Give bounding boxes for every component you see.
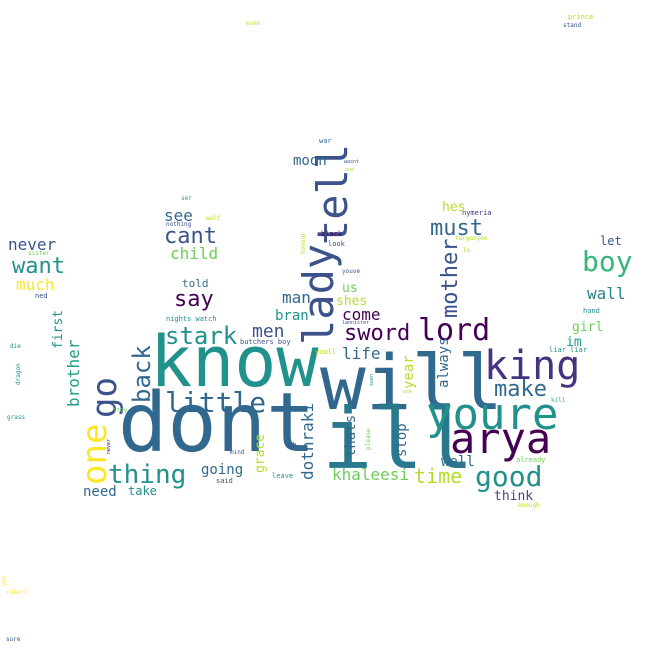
- word: child: [170, 244, 219, 263]
- word: year: [401, 355, 417, 389]
- word: see: [164, 206, 193, 225]
- word: let: [600, 234, 622, 248]
- word: take: [128, 484, 157, 498]
- word: going: [201, 462, 244, 478]
- word: think: [494, 489, 534, 504]
- word: come: [342, 305, 381, 324]
- word: im: [566, 335, 582, 350]
- word: well: [441, 454, 475, 470]
- word: mind: [230, 449, 245, 456]
- word: sure: [6, 636, 21, 643]
- word: nymeria: [462, 209, 492, 217]
- word: boy: [582, 245, 633, 278]
- word: grace: [253, 433, 268, 473]
- word: lord: [418, 313, 491, 348]
- word: life: [342, 344, 381, 363]
- word: never: [8, 235, 57, 254]
- word: never: [106, 438, 112, 454]
- word: die: [10, 343, 21, 350]
- word: liar liar: [549, 346, 587, 354]
- word: dont: [118, 376, 316, 471]
- word: hand: [583, 307, 600, 315]
- word: mother: [438, 238, 463, 318]
- word: say: [174, 287, 214, 312]
- word: lo: [463, 247, 471, 254]
- word: sister: [28, 250, 50, 257]
- word: nights watch: [166, 315, 217, 323]
- word: already: [516, 456, 546, 464]
- word: wolf: [206, 215, 221, 222]
- word: want: [12, 254, 65, 279]
- word: one: [75, 423, 115, 485]
- word: make: [494, 377, 547, 402]
- word: look: [328, 240, 345, 248]
- word: kill: [551, 397, 566, 404]
- word: ill: [322, 390, 474, 488]
- word: stark: [165, 322, 238, 350]
- word: nothing: [166, 221, 192, 228]
- word: wall: [587, 284, 626, 303]
- word: men: [252, 321, 285, 342]
- word: sword: [344, 321, 411, 346]
- word: brother: [64, 339, 83, 407]
- word: hes: [442, 200, 466, 215]
- word: ask: [403, 389, 413, 395]
- word: dothraki: [298, 402, 317, 480]
- word: need: [83, 484, 117, 500]
- word: good: [475, 460, 543, 493]
- word: told: [182, 277, 209, 290]
- word: dragon: [15, 363, 22, 385]
- word: ned: [35, 292, 48, 300]
- word: moon: [293, 153, 327, 169]
- word: enough: [518, 502, 540, 509]
- word: back: [128, 345, 156, 403]
- word: khaleesi: [332, 465, 410, 484]
- word: thats: [343, 414, 359, 457]
- word: first: [51, 309, 66, 349]
- word: honour: [300, 232, 307, 254]
- word: stay: [113, 407, 128, 414]
- word: stand: [563, 22, 582, 29]
- word: robert: [6, 589, 28, 596]
- word: must: [430, 216, 483, 241]
- word: seen: [369, 373, 375, 386]
- word: us: [342, 281, 358, 296]
- word: stop: [394, 423, 410, 457]
- word: youve: [342, 268, 361, 275]
- word: targaryen: [455, 235, 488, 242]
- word: know: [150, 321, 319, 403]
- word: one: [345, 167, 355, 173]
- word: arya: [450, 414, 552, 463]
- word: lannister: [342, 320, 370, 326]
- word: bran: [275, 308, 309, 324]
- word: thing: [108, 460, 187, 490]
- word: prince: [568, 13, 594, 21]
- word: yes: [1, 575, 8, 586]
- word: even: [246, 20, 261, 27]
- word: wasnt: [344, 159, 360, 165]
- word: cant: [164, 224, 217, 249]
- word: girl: [572, 320, 604, 335]
- word: please: [365, 428, 372, 450]
- word: man: [282, 288, 311, 307]
- word: time: [414, 464, 463, 488]
- word: black: [321, 230, 343, 238]
- word: war: [319, 137, 332, 145]
- word: king: [484, 343, 581, 389]
- word: shes: [336, 294, 368, 309]
- word: butchers boy: [240, 338, 291, 346]
- word: youre: [426, 389, 559, 440]
- word: grass: [7, 414, 26, 421]
- word: leave: [272, 472, 294, 480]
- word: ser: [181, 195, 192, 202]
- word: oh: [288, 441, 297, 449]
- word: said: [216, 477, 233, 485]
- word: little: [165, 386, 267, 419]
- word: always: [436, 337, 452, 388]
- word: much: [16, 275, 55, 294]
- word: will: [320, 338, 504, 427]
- word: youll: [315, 348, 337, 356]
